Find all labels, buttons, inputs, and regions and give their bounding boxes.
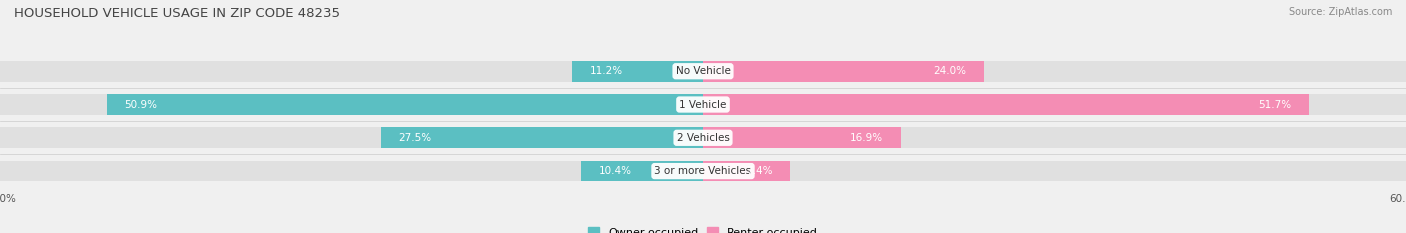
Bar <box>703 94 1406 115</box>
Text: No Vehicle: No Vehicle <box>675 66 731 76</box>
Text: 51.7%: 51.7% <box>1258 99 1291 110</box>
Bar <box>381 127 703 148</box>
Text: HOUSEHOLD VEHICLE USAGE IN ZIP CODE 48235: HOUSEHOLD VEHICLE USAGE IN ZIP CODE 4823… <box>14 7 340 20</box>
Text: 11.2%: 11.2% <box>589 66 623 76</box>
Text: 3 or more Vehicles: 3 or more Vehicles <box>654 166 752 176</box>
Text: 50.9%: 50.9% <box>124 99 157 110</box>
Text: Source: ZipAtlas.com: Source: ZipAtlas.com <box>1288 7 1392 17</box>
Legend: Owner-occupied, Renter-occupied: Owner-occupied, Renter-occupied <box>588 227 818 233</box>
Bar <box>703 161 1406 182</box>
Text: 27.5%: 27.5% <box>398 133 432 143</box>
Bar <box>703 161 790 182</box>
Bar <box>0 127 703 148</box>
Bar <box>703 61 984 82</box>
Bar <box>0 61 703 82</box>
Bar <box>703 127 1406 148</box>
Text: 24.0%: 24.0% <box>934 66 967 76</box>
Bar <box>107 94 703 115</box>
Bar <box>703 127 901 148</box>
Bar <box>581 161 703 182</box>
Bar <box>572 61 703 82</box>
Bar <box>0 94 703 115</box>
Text: 16.9%: 16.9% <box>851 133 883 143</box>
Text: 1 Vehicle: 1 Vehicle <box>679 99 727 110</box>
Bar <box>0 161 703 182</box>
Bar <box>703 61 1406 82</box>
Text: 2 Vehicles: 2 Vehicles <box>676 133 730 143</box>
Bar <box>703 94 1309 115</box>
Text: 7.4%: 7.4% <box>745 166 772 176</box>
Text: 10.4%: 10.4% <box>599 166 631 176</box>
